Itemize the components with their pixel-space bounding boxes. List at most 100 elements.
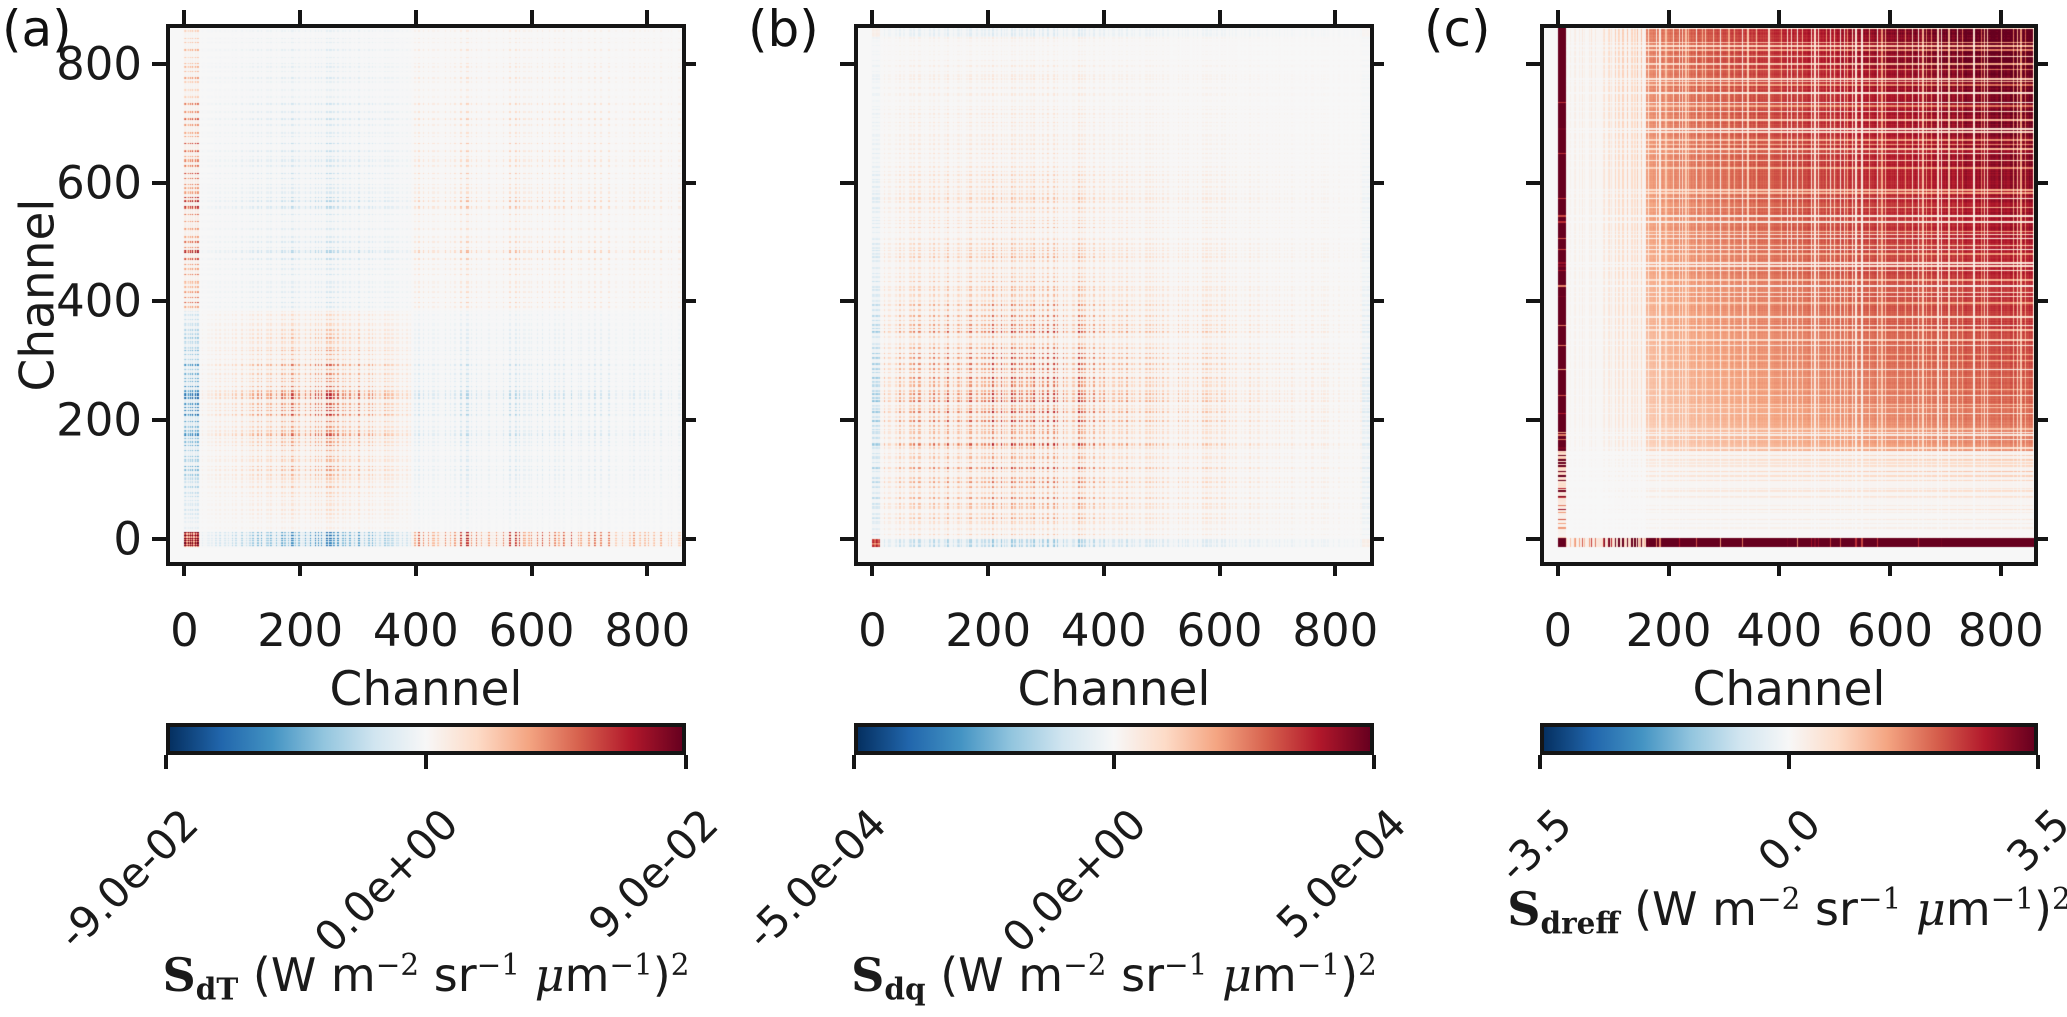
x-tick-bottom (1888, 562, 1893, 576)
y-tick-left (1526, 180, 1540, 185)
y-tick-left (1526, 418, 1540, 423)
x-tick-top (986, 10, 991, 24)
x-tick-top (1333, 10, 1338, 24)
y-tick-label: 600 (56, 156, 142, 210)
x-tick-top (1888, 10, 1893, 24)
x-tick-label: 600 (1847, 604, 1933, 657)
colorbar-title-part: (W m (1619, 882, 1757, 937)
x-tick-label: 400 (372, 604, 459, 657)
x-tick-bottom (1101, 562, 1106, 576)
colorbar-title-part: sr (1106, 948, 1164, 1003)
x-tick-top (645, 10, 650, 24)
colorbar-tick (424, 755, 428, 769)
colorbar-title-part: m (564, 948, 610, 1003)
x-tick-top (298, 10, 303, 24)
colorbar-tick (164, 755, 168, 769)
y-tick-label: 200 (56, 393, 142, 447)
colorbar-title-part: 2 (1358, 948, 1377, 982)
colorbar-tick-label: -3.5 (1488, 799, 1582, 892)
x-tick-bottom (645, 562, 650, 576)
x-tick-bottom (1777, 562, 1782, 576)
x-tick-label: 0 (1543, 604, 1573, 657)
y-tick-left (840, 61, 854, 66)
x-tick-bottom (1333, 562, 1338, 576)
x-tick-top (182, 10, 187, 24)
colorbar-title-b: Sdq (W m−2 sr−1 μm−1)2 (851, 948, 1377, 1006)
x-tick-bottom (182, 562, 187, 576)
colorbar-title-a: SdT (W m−2 sr−1 μm−1)2 (163, 948, 690, 1006)
colorbar-title-part: −2 (1063, 948, 1107, 982)
colorbar-title-part: (W m (925, 948, 1064, 1003)
x-tick-top (1666, 10, 1671, 24)
x-tick-top (870, 10, 875, 24)
colorbar-gradient-b (858, 727, 1370, 751)
x-axis-title-a: Channel (329, 662, 523, 717)
colorbar-title-part: −1 (476, 948, 521, 982)
colorbar-title-part: dq (884, 971, 926, 1007)
colorbar-title-part: −1 (1990, 882, 2035, 916)
x-tick-top (1101, 10, 1106, 24)
y-tick-left (1526, 537, 1540, 542)
colorbar-tick-label: 0.0 (1748, 799, 1831, 882)
colorbar-title-part: −1 (1163, 948, 1208, 982)
y-tick-left (840, 180, 854, 185)
colorbar-title-part: −1 (1296, 948, 1341, 982)
colorbar-title-part: dT (195, 971, 239, 1007)
colorbar-tick (852, 755, 856, 769)
x-tick-bottom (1666, 562, 1671, 576)
y-tick-label: 0 (113, 512, 142, 566)
x-tick-label: 400 (1736, 604, 1823, 657)
colorbar-title-part: μ (1222, 948, 1252, 1003)
y-tick-label: 800 (56, 37, 142, 91)
colorbar-title-part: ) (652, 948, 671, 1003)
x-tick-label: 400 (1060, 604, 1147, 657)
x-tick-bottom (529, 562, 534, 576)
y-tick-left (152, 418, 166, 423)
heatmap-plot-a (166, 24, 686, 566)
colorbar-title-part (1901, 882, 1916, 936)
x-axis-title-b: Channel (1017, 662, 1211, 717)
x-tick-top (1555, 10, 1560, 24)
y-tick-left (152, 537, 166, 542)
panel-tag-c: (c) (1424, 0, 1491, 58)
x-tick-label: 800 (1957, 604, 2044, 657)
y-tick-right (682, 418, 696, 423)
y-tick-right (1370, 537, 1384, 542)
colorbar-title-part: dreff (1540, 905, 1620, 941)
colorbar-tick (1112, 755, 1116, 769)
colorbar-tick-label: 3.5 (1997, 799, 2067, 882)
colorbar-title-part: 2 (670, 948, 690, 982)
colorbar-title-part: sr (1800, 882, 1858, 937)
x-tick-label: 800 (1292, 604, 1379, 657)
x-tick-bottom (1555, 562, 1560, 576)
y-tick-right (2034, 299, 2048, 304)
y-tick-right (1370, 418, 1384, 423)
x-tick-label: 800 (604, 604, 691, 657)
x-tick-bottom (298, 562, 303, 576)
colorbar-title-part: m (1945, 882, 1991, 937)
x-tick-bottom (413, 562, 418, 576)
x-tick-label: 600 (488, 604, 575, 657)
x-tick-top (1998, 10, 2003, 24)
colorbar-c (1540, 723, 2038, 755)
y-tick-right (1370, 180, 1384, 185)
colorbar-title-part: μ (534, 948, 565, 1003)
panel-tag-b: (b) (748, 0, 819, 58)
y-tick-right (682, 537, 696, 542)
x-tick-label: 200 (945, 604, 1032, 657)
heatmap-canvas-c (1544, 28, 2034, 562)
colorbar-title-part: S (851, 948, 885, 1003)
heatmap-plot-b (854, 24, 1374, 566)
colorbar-title-part: m (1251, 948, 1297, 1003)
y-tick-right (682, 61, 696, 66)
colorbar-title-part: 2 (2051, 882, 2067, 916)
y-tick-right (682, 299, 696, 304)
y-tick-left (840, 418, 854, 423)
y-tick-left (152, 299, 166, 304)
panel-tag-a: (a) (2, 0, 72, 58)
colorbar-title-part: sr (419, 948, 477, 1003)
colorbar-tick (684, 755, 688, 769)
y-tick-left (152, 61, 166, 66)
